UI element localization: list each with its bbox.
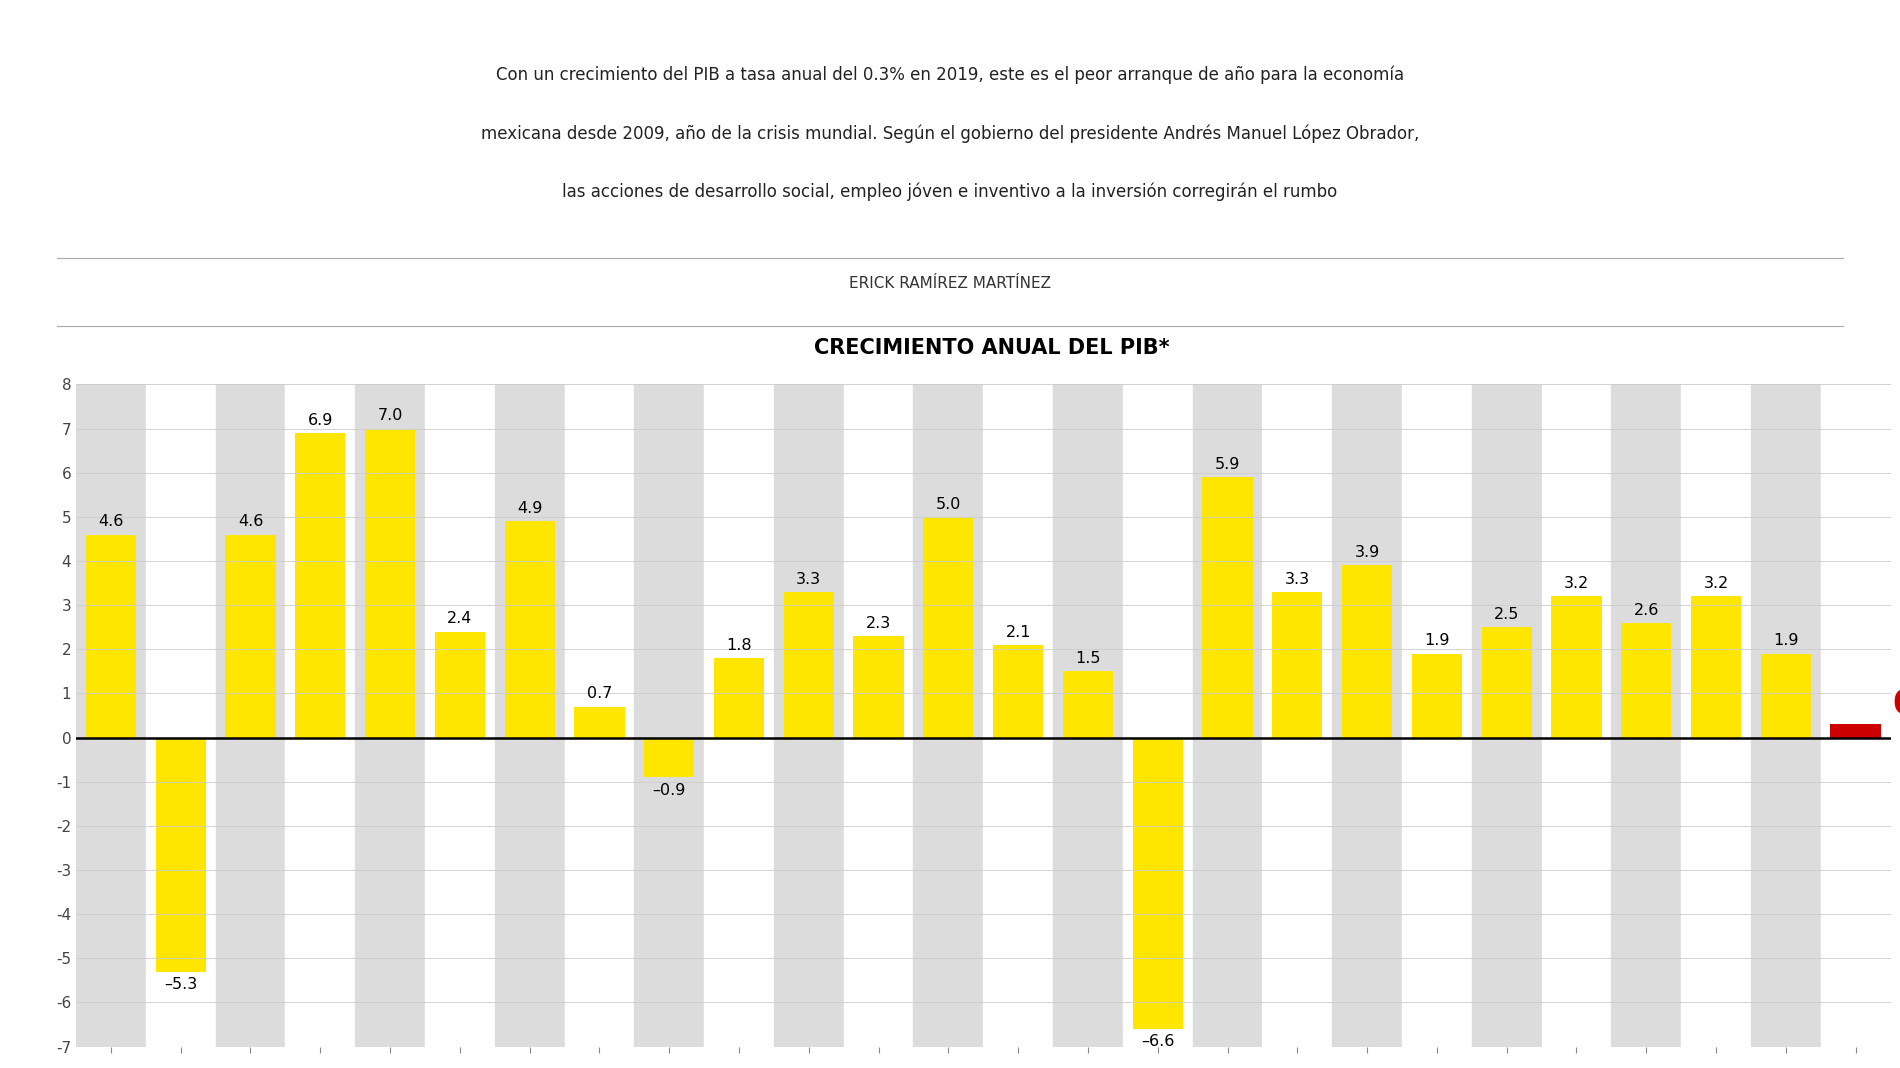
Text: CRECIMIENTO ANUAL DEL PIB*: CRECIMIENTO ANUAL DEL PIB* bbox=[813, 337, 1170, 358]
Text: –0.9: –0.9 bbox=[652, 783, 686, 798]
Bar bbox=[564, 384, 635, 1047]
Text: 5.9: 5.9 bbox=[1214, 457, 1241, 472]
Bar bbox=[644, 738, 694, 778]
Bar bbox=[635, 384, 705, 1047]
Bar bbox=[1621, 623, 1672, 738]
Bar bbox=[156, 738, 205, 972]
Text: –6.6: –6.6 bbox=[1142, 1034, 1174, 1049]
Bar bbox=[1541, 384, 1611, 1047]
Bar bbox=[1053, 384, 1123, 1047]
Text: 3.3: 3.3 bbox=[1284, 571, 1309, 586]
Bar bbox=[146, 384, 215, 1047]
Bar bbox=[923, 517, 973, 738]
Bar bbox=[1550, 596, 1602, 738]
Bar bbox=[86, 535, 137, 738]
Bar bbox=[1830, 724, 1881, 738]
Bar bbox=[1761, 654, 1811, 738]
Text: 3.2: 3.2 bbox=[1704, 576, 1729, 591]
Text: 2.5: 2.5 bbox=[1493, 607, 1520, 622]
Bar bbox=[853, 637, 904, 738]
Bar bbox=[1752, 384, 1820, 1047]
Bar bbox=[914, 384, 984, 1047]
Bar bbox=[1820, 384, 1890, 1047]
Bar bbox=[705, 384, 773, 1047]
Bar bbox=[1332, 384, 1402, 1047]
Text: 2.3: 2.3 bbox=[866, 616, 891, 631]
Bar bbox=[1402, 384, 1472, 1047]
Text: 3.9: 3.9 bbox=[1355, 545, 1379, 561]
Bar bbox=[1682, 384, 1752, 1047]
Text: 7.0: 7.0 bbox=[378, 408, 403, 423]
Bar bbox=[574, 707, 625, 738]
Bar bbox=[1691, 596, 1740, 738]
Text: 1.9: 1.9 bbox=[1425, 633, 1450, 648]
Bar bbox=[426, 384, 494, 1047]
Bar bbox=[984, 384, 1053, 1047]
Bar bbox=[1472, 384, 1541, 1047]
Bar bbox=[1482, 627, 1531, 738]
Bar bbox=[773, 384, 844, 1047]
Text: 1.8: 1.8 bbox=[726, 638, 752, 653]
Bar bbox=[215, 384, 285, 1047]
Text: 0.7: 0.7 bbox=[587, 687, 612, 702]
Bar bbox=[494, 384, 564, 1047]
Bar bbox=[1273, 592, 1322, 738]
Text: 4.6: 4.6 bbox=[99, 515, 124, 530]
Text: –5.3: –5.3 bbox=[163, 977, 198, 992]
Text: 5.0: 5.0 bbox=[935, 497, 961, 512]
Bar bbox=[1412, 654, 1461, 738]
Bar bbox=[355, 384, 426, 1047]
Text: las acciones de desarrollo social, empleo jóven e inventivo a la inversión corre: las acciones de desarrollo social, emple… bbox=[562, 183, 1338, 202]
Bar bbox=[76, 384, 146, 1047]
Text: 0.3: 0.3 bbox=[1892, 688, 1900, 721]
Text: 1.9: 1.9 bbox=[1773, 633, 1799, 648]
Text: 2.6: 2.6 bbox=[1634, 602, 1659, 617]
Bar bbox=[714, 658, 764, 738]
Text: 4.6: 4.6 bbox=[238, 515, 264, 530]
Text: Con un crecimiento del PIB a tasa anual del 0.3% en 2019, este es el peor arranq: Con un crecimiento del PIB a tasa anual … bbox=[496, 65, 1404, 84]
Text: 1.5: 1.5 bbox=[1075, 651, 1100, 666]
Text: 4.9: 4.9 bbox=[517, 501, 542, 516]
Bar bbox=[1341, 565, 1393, 738]
Text: mexicana desde 2009, año de la crisis mundial. Según el gobierno del presidente : mexicana desde 2009, año de la crisis mu… bbox=[481, 124, 1419, 143]
Bar bbox=[435, 631, 484, 738]
Bar bbox=[1193, 384, 1262, 1047]
Bar bbox=[1062, 672, 1113, 738]
Bar bbox=[1611, 384, 1682, 1047]
Bar bbox=[1203, 477, 1252, 738]
Bar bbox=[994, 645, 1043, 738]
Text: 3.3: 3.3 bbox=[796, 571, 821, 586]
Bar bbox=[844, 384, 914, 1047]
Bar bbox=[1262, 384, 1332, 1047]
Text: 3.2: 3.2 bbox=[1564, 576, 1588, 591]
Bar bbox=[783, 592, 834, 738]
Text: 2.1: 2.1 bbox=[1005, 625, 1032, 640]
Bar bbox=[1123, 384, 1193, 1047]
Bar bbox=[285, 384, 355, 1047]
Text: ERICK RAMÍREZ MARTÍNEZ: ERICK RAMÍREZ MARTÍNEZ bbox=[849, 276, 1051, 290]
Bar bbox=[226, 535, 276, 738]
Bar bbox=[294, 433, 346, 738]
Bar bbox=[1132, 738, 1184, 1028]
Text: 2.4: 2.4 bbox=[446, 611, 473, 627]
Text: 6.9: 6.9 bbox=[308, 412, 332, 428]
Bar bbox=[505, 521, 555, 738]
Bar bbox=[365, 428, 416, 738]
